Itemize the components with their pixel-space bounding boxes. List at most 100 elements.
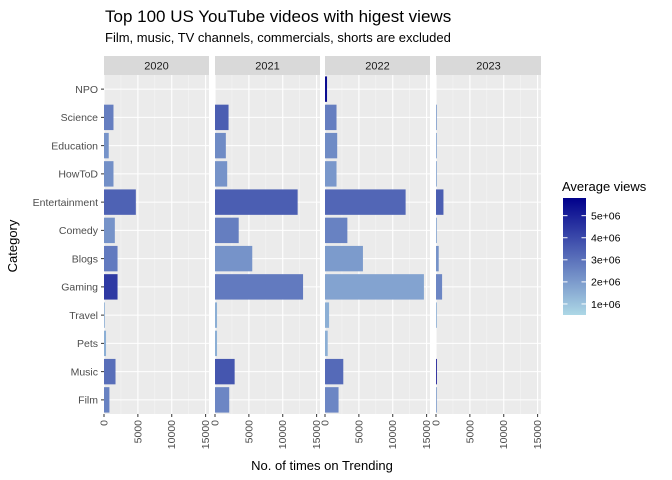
y-tick-label-npo: NPO: [75, 84, 98, 96]
bar-2021-film: [215, 387, 230, 413]
facet-strip-label: 2021: [255, 61, 279, 73]
bar-2023-music: [436, 358, 437, 385]
y-tick-label-howtod: HowToD: [58, 169, 98, 181]
facet-strip: [436, 56, 541, 75]
bar-2022-blogs: [325, 245, 363, 272]
facet-strip-label: 2020: [144, 61, 168, 73]
bar-2020-travel: [104, 302, 105, 328]
chart-title: Top 100 US YouTube videos with higest vi…: [105, 7, 451, 26]
bar-2020-music: [104, 358, 116, 385]
x-tick-label: 0: [99, 420, 111, 426]
panel-background: [215, 75, 320, 414]
legend-label: 4e+06: [591, 233, 621, 245]
x-tick-label: 0: [210, 420, 222, 426]
bar-2020-howtod: [104, 161, 114, 187]
y-axis: NPO Science Education HowToD Entertainment Co…: [33, 84, 104, 407]
bar-2023-travel: [436, 302, 437, 328]
legend-label: 1e+06: [591, 299, 621, 311]
bar-2022-gaming: [325, 274, 424, 300]
bar-2022-npo: [325, 76, 328, 102]
y-tick-label-entertainment: Entertainment: [33, 197, 98, 209]
bar-2022-travel: [325, 302, 330, 328]
bar-2022-entertainment: [325, 189, 406, 215]
bar-2022-music: [325, 358, 344, 385]
facet-2021: 2021 0 5000 10000 15000: [210, 56, 323, 449]
x-tick-label: 10000: [387, 420, 399, 449]
bar-2020-education: [104, 132, 109, 159]
legend-label: 3e+06: [591, 255, 621, 267]
x-tick-label: 5000: [132, 420, 144, 444]
bar-2023-science: [436, 104, 437, 131]
x-tick-label: 5000: [464, 420, 476, 444]
x-tick-label: 15000: [421, 420, 433, 449]
panel-background: [104, 75, 209, 414]
x-tick-label: 15000: [532, 420, 544, 449]
facet-2020: 2020 0 5000 10000 15000: [99, 56, 212, 449]
bar-2020-comedy: [104, 217, 115, 244]
facet-strip-label: 2022: [365, 61, 389, 73]
y-tick-label-science: Science: [61, 112, 99, 124]
y-tick-label-gaming: Gaming: [61, 282, 98, 294]
bar-2022-film: [325, 387, 339, 413]
bar-2021-gaming: [215, 274, 304, 300]
panel-background: [436, 75, 541, 414]
bar-2022-comedy: [325, 217, 348, 244]
bar-2022-science: [325, 104, 337, 131]
bar-2021-blogs: [215, 245, 253, 272]
bar-2023-gaming: [436, 274, 443, 300]
bar-2023-education: [436, 132, 437, 159]
y-tick-label-blogs: Blogs: [72, 253, 98, 265]
bar-2021-howtod: [215, 161, 228, 187]
facet-2022: 2022 0 5000 10000 15000: [320, 56, 433, 449]
facet-strip: [215, 56, 320, 75]
y-tick-label-film: Film: [78, 395, 98, 407]
bar-2022-education: [325, 132, 338, 159]
bar-2020-pets: [104, 330, 107, 357]
legend-colorbar: [563, 198, 586, 315]
bar-2021-education: [215, 132, 226, 159]
x-tick-label: 5000: [353, 420, 365, 444]
bar-2023-entertainment: [436, 189, 444, 215]
x-tick-label: 15000: [200, 420, 212, 449]
legend-label: 5e+06: [591, 210, 621, 222]
facet-strip: [325, 56, 430, 75]
x-tick-label: 5000: [243, 420, 255, 444]
bar-2021-travel: [215, 302, 218, 328]
x-tick-label: 10000: [166, 420, 178, 449]
facet-2023: 2023 0 5000 10000 15000: [431, 56, 544, 449]
bar-2020-film: [104, 387, 110, 413]
bar-2020-entertainment: [104, 189, 136, 215]
bar-2021-entertainment: [215, 189, 298, 215]
bar-2021-music: [215, 358, 235, 385]
bar-2023-howtod: [436, 161, 437, 187]
x-axis-title: No. of times on Trending: [251, 458, 393, 473]
y-tick-label-music: Music: [71, 366, 98, 378]
chart-subtitle: Film, music, TV channels, commercials, s…: [105, 30, 451, 45]
bar-2021-comedy: [215, 217, 239, 244]
facet-strip: [104, 56, 209, 75]
y-tick-label-education: Education: [51, 140, 98, 152]
x-tick-label: 10000: [277, 420, 289, 449]
x-tick-label: 0: [320, 420, 332, 426]
bar-2022-pets: [325, 330, 328, 357]
panel-background: [325, 75, 430, 414]
x-tick-label: 15000: [311, 420, 323, 449]
y-tick-label-comedy: Comedy: [59, 225, 99, 237]
x-tick-label: 0: [431, 420, 443, 426]
facet-strip-label: 2023: [476, 61, 500, 73]
y-tick-label-travel: Travel: [69, 310, 98, 322]
bar-2021-pets: [215, 330, 218, 357]
bar-2023-comedy: [436, 217, 437, 244]
bar-2022-howtod: [325, 161, 337, 187]
bar-2020-gaming: [104, 274, 118, 300]
x-tick-label: 10000: [498, 420, 510, 449]
y-axis-title: Category: [5, 219, 20, 272]
legend: Average views 1e+06 2e+06 3e+06 4e+06 5e+06: [562, 179, 647, 315]
legend-title: Average views: [562, 179, 647, 194]
bar-2023-blogs: [436, 245, 439, 272]
bar-2021-science: [215, 104, 229, 131]
bar-2020-blogs: [104, 245, 118, 272]
y-tick-label-pets: Pets: [77, 338, 98, 350]
